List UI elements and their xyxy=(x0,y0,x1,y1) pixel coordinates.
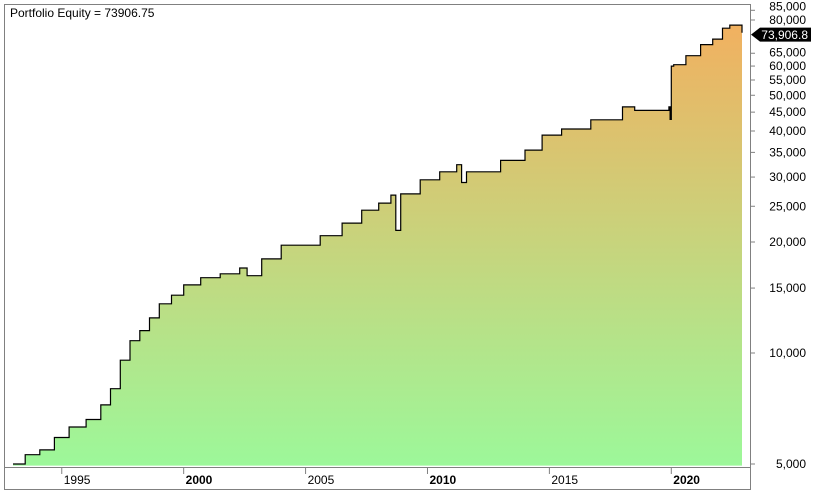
equity-line xyxy=(13,24,743,465)
x-tick-label: 2010 xyxy=(429,473,456,487)
x-tick-label: 2015 xyxy=(551,473,578,487)
last-value-label-text: 73,906.8 xyxy=(761,28,808,42)
y-tick-label: 5,000 xyxy=(776,457,806,471)
y-tick-label: 15,000 xyxy=(769,281,806,295)
y-tick-label: 45,000 xyxy=(769,105,806,119)
last-value-label-bg xyxy=(751,27,811,42)
x-tick-label: 1995 xyxy=(64,473,91,487)
chart-title: Portfolio Equity = 73906.75 xyxy=(10,6,155,20)
y-tick-label: 20,000 xyxy=(769,235,806,249)
y-tick-label: 50,000 xyxy=(769,88,806,102)
y-tick-label: 40,000 xyxy=(769,124,806,138)
y-tick-label: 55,000 xyxy=(769,73,806,87)
y-tick-label: 85,000 xyxy=(769,0,806,14)
y-axis: 5,000 10,000 15,000 20,000 25,000 30,000 35,00… xyxy=(751,0,806,471)
last-value-label: 73,906.8 xyxy=(751,27,811,42)
x-tick-label: 2005 xyxy=(308,473,335,487)
x-tick-label: 2020 xyxy=(673,473,700,487)
x-tick-label: 2000 xyxy=(186,473,213,487)
y-tick-label: 35,000 xyxy=(769,145,806,159)
y-tick-label: 65,000 xyxy=(769,46,806,60)
equity-area-layer xyxy=(13,24,743,466)
y-tick-label: 60,000 xyxy=(769,59,806,73)
x-axis: 1995 2000 2005 2010 2015 2020 xyxy=(61,468,700,487)
y-tick-label: 25,000 xyxy=(769,199,806,213)
y-tick-label: 80,000 xyxy=(769,13,806,27)
y-tick-label: 10,000 xyxy=(769,346,806,360)
y-tick-label: 30,000 xyxy=(769,170,806,184)
x-axis-frame xyxy=(4,467,751,490)
